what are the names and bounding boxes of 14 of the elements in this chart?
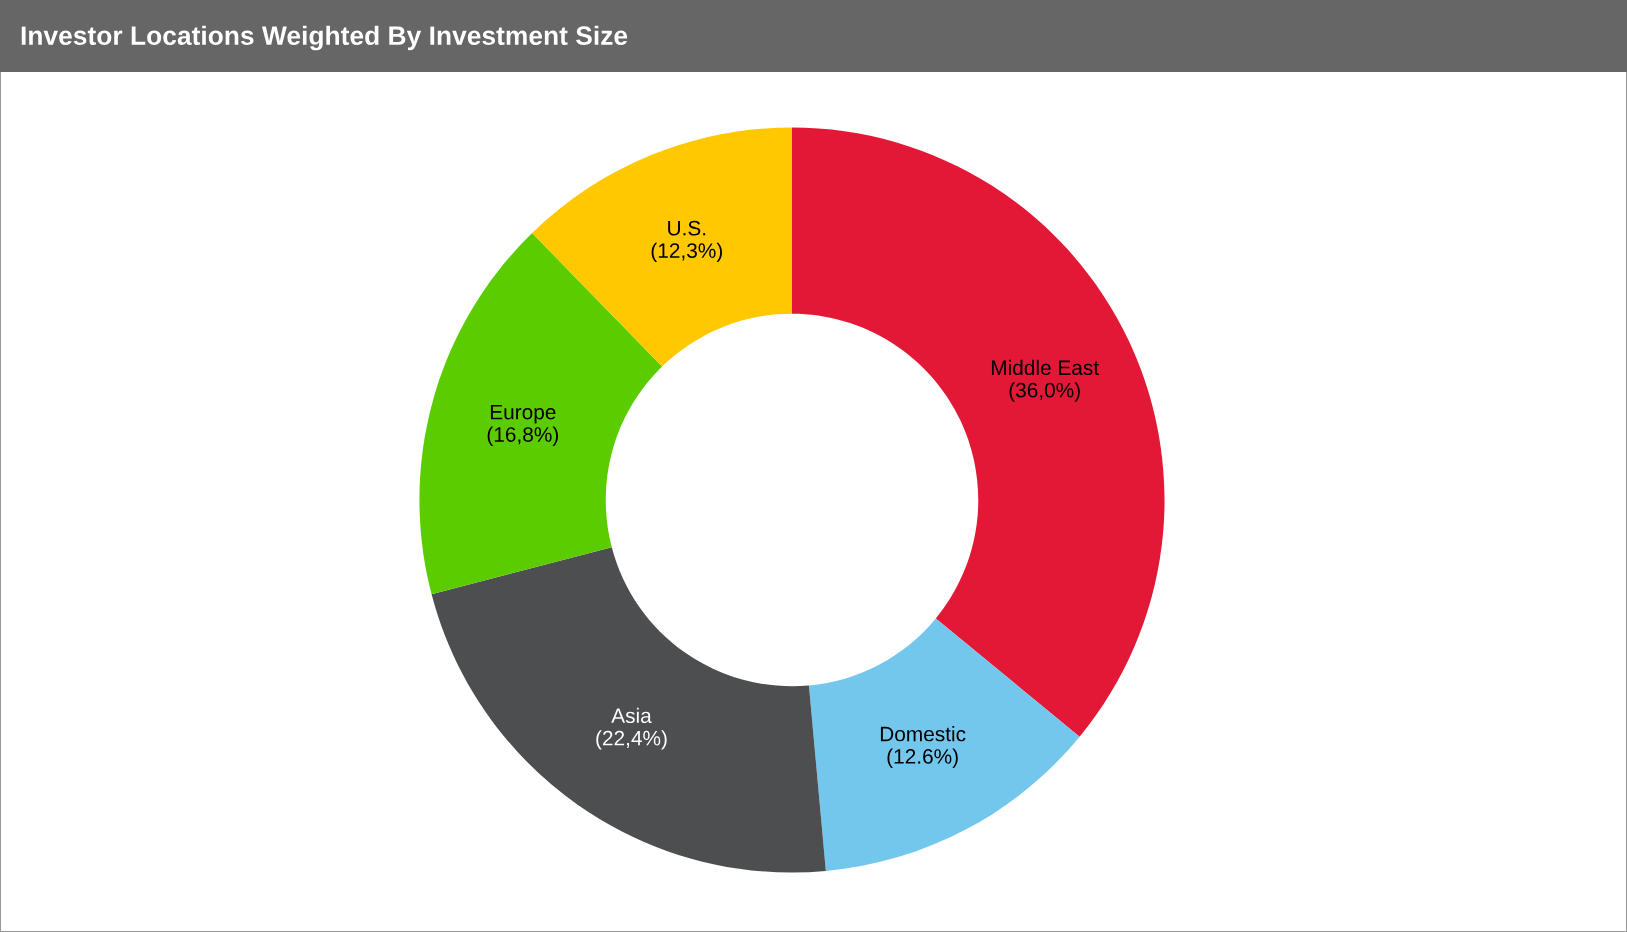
data-label: (12.6%) (887, 748, 958, 768)
slice-label: Middle East (991, 359, 1099, 376)
data-label: (36,0%) (1009, 382, 1080, 402)
donut-slice (532, 127, 792, 367)
data-label: (16,8%) (487, 426, 558, 446)
slice-label: Europe (490, 404, 556, 424)
slice-label: U.S. (668, 220, 706, 236)
donut-slice (431, 547, 826, 873)
data-label: (22,4%) (596, 730, 667, 750)
chart-title: Investor Locations Weighted By Investment Size (21, 25, 628, 51)
data-label: (12,3%) (651, 242, 722, 263)
donut-slice (808, 618, 1080, 872)
slice-label: Domestic (880, 726, 966, 742)
slice-label: Asia (611, 707, 652, 724)
